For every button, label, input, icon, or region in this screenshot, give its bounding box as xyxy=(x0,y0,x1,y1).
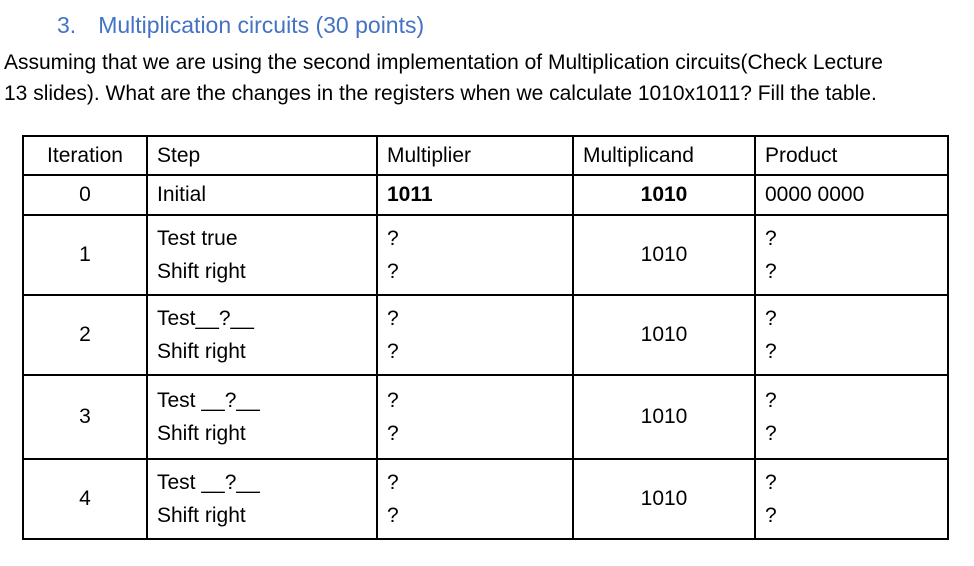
table-row-iteration-0: 0 Initial 1011 1010 0000 0000 xyxy=(22,174,949,216)
product-cell: ? ? xyxy=(754,294,949,376)
header-cell-multiplicand: Multiplicand xyxy=(572,135,756,176)
product-cell: 0000 0000 xyxy=(754,174,949,216)
step-cell: Test __?__ Shift right xyxy=(146,458,378,540)
header-cell-product: Product xyxy=(754,135,949,176)
step-line-2: Shift right xyxy=(157,504,246,527)
multiplicand-cell: 1010 xyxy=(572,374,756,460)
iteration-cell: 3 xyxy=(22,374,148,460)
registers-table: Iteration Step Multiplier Multiplicand P… xyxy=(22,135,949,540)
product-cell: ? ? xyxy=(754,458,949,540)
multiplier-line-1: ? xyxy=(387,227,399,250)
step-line-1: Test __?__ xyxy=(157,389,260,412)
iteration-cell: 2 xyxy=(22,294,148,376)
multiplier-cell: ? ? xyxy=(376,458,574,540)
title-text: Multiplication circuits (30 points) xyxy=(98,12,425,38)
step-line-1: Test__?__ xyxy=(157,307,254,330)
intro-line-1: Assuming that we are using the second im… xyxy=(4,51,883,74)
product-line-1: ? xyxy=(765,471,777,494)
step-line-2: Shift right xyxy=(157,260,246,283)
multiplier-line-2: ? xyxy=(387,422,399,445)
step-cell: Test__?__ Shift right xyxy=(146,294,378,376)
product-line-2: ? xyxy=(765,504,777,527)
intro-line-2: 13 slides). What are the changes in the … xyxy=(4,82,877,105)
step-cell: Test true Shift right xyxy=(146,214,378,296)
product-cell: ? ? xyxy=(754,214,949,296)
step-line-2: Shift right xyxy=(157,422,246,445)
product-line-1: ? xyxy=(765,389,777,412)
table-row-iteration-4: 4 Test __?__ Shift right ? ? 1010 ? ? xyxy=(22,458,949,540)
step-line-1: Test true xyxy=(157,227,238,250)
iteration-cell: 0 xyxy=(22,174,148,216)
multiplier-line-1: ? xyxy=(387,307,399,330)
multiplier-line-2: ? xyxy=(387,504,399,527)
multiplicand-cell: 1010 xyxy=(572,174,756,216)
product-line-2: ? xyxy=(765,422,777,445)
multiplier-line-2: ? xyxy=(387,260,399,283)
step-line-2: Shift right xyxy=(157,340,246,363)
step-cell: Test __?__ Shift right xyxy=(146,374,378,460)
multiplier-cell: ? ? xyxy=(376,214,574,296)
product-line-2: ? xyxy=(765,340,777,363)
header-cell-step: Step xyxy=(146,135,378,176)
multiplier-line-2: ? xyxy=(387,340,399,363)
step-cell: Initial xyxy=(146,174,378,216)
product-line-1: ? xyxy=(765,227,777,250)
multiplier-line-1: ? xyxy=(387,471,399,494)
product-cell: ? ? xyxy=(754,374,949,460)
table-header-row: Iteration Step Multiplier Multiplicand P… xyxy=(22,135,949,176)
title-number: 3. xyxy=(57,12,77,38)
multiplier-cell: ? ? xyxy=(376,294,574,376)
multiplier-cell: ? ? xyxy=(376,374,574,460)
product-line-2: ? xyxy=(765,260,777,283)
iteration-cell: 1 xyxy=(22,214,148,296)
multiplicand-cell: 1010 xyxy=(572,294,756,376)
step-line-1: Test __?__ xyxy=(157,471,260,494)
header-cell-multiplier: Multiplier xyxy=(376,135,574,176)
iteration-cell: 4 xyxy=(22,458,148,540)
table-row-iteration-3: 3 Test __?__ Shift right ? ? 1010 ? ? xyxy=(22,374,949,460)
table-row-iteration-1: 1 Test true Shift right ? ? 1010 ? ? xyxy=(22,214,949,296)
header-cell-iteration: Iteration xyxy=(22,135,148,176)
multiplicand-cell: 1010 xyxy=(572,458,756,540)
multiplier-line-1: ? xyxy=(387,389,399,412)
intro-paragraph: Assuming that we are using the second im… xyxy=(4,47,883,109)
multiplicand-cell: 1010 xyxy=(572,214,756,296)
table-row-iteration-2: 2 Test__?__ Shift right ? ? 1010 ? ? xyxy=(22,294,949,376)
page-title: 3. Multiplication circuits (30 points) xyxy=(57,10,424,40)
multiplier-cell: 1011 xyxy=(376,174,574,216)
product-line-1: ? xyxy=(765,307,777,330)
